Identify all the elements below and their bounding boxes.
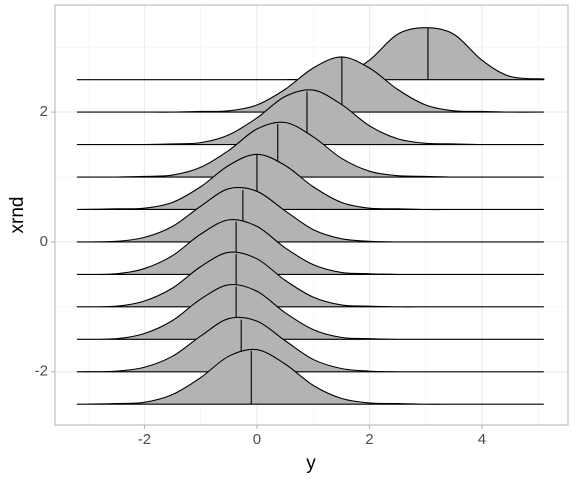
- ridge-line: [76, 186, 544, 243]
- ridge-line: [76, 283, 544, 340]
- ridge-line: [76, 89, 544, 146]
- ridge-line: [76, 316, 544, 373]
- ridge-area: [76, 89, 544, 145]
- x-tick-label: 2: [365, 431, 373, 448]
- panel-border: [54, 4, 569, 426]
- ridge-line: [76, 251, 544, 308]
- x-tick-label: -2: [138, 431, 151, 448]
- ridge-area: [76, 27, 544, 80]
- x-tick-label: 4: [478, 431, 486, 448]
- y-axis-title: xrnd: [7, 197, 28, 234]
- x-axis-title: y: [306, 453, 316, 474]
- y-tick-label: 2: [40, 103, 48, 120]
- ridge-line: [76, 56, 544, 113]
- ridge-line: [76, 348, 544, 405]
- y-tick-label: -2: [35, 363, 48, 380]
- ridge-area: [76, 154, 544, 210]
- ridge-area: [76, 219, 544, 275]
- ridge-line: [76, 219, 544, 275]
- ridge-area: [76, 187, 544, 242]
- ridge-area: [76, 284, 544, 340]
- ridge-line: [76, 121, 544, 178]
- ridge-area: [76, 56, 544, 113]
- ridge-area: [76, 349, 544, 405]
- ridge-area: [76, 317, 544, 372]
- ridge-area: [76, 122, 544, 178]
- y-tick-label: 0: [40, 233, 48, 250]
- ridge-area: [76, 252, 544, 307]
- ridge-line: [76, 153, 544, 211]
- x-tick-label: 0: [253, 431, 261, 448]
